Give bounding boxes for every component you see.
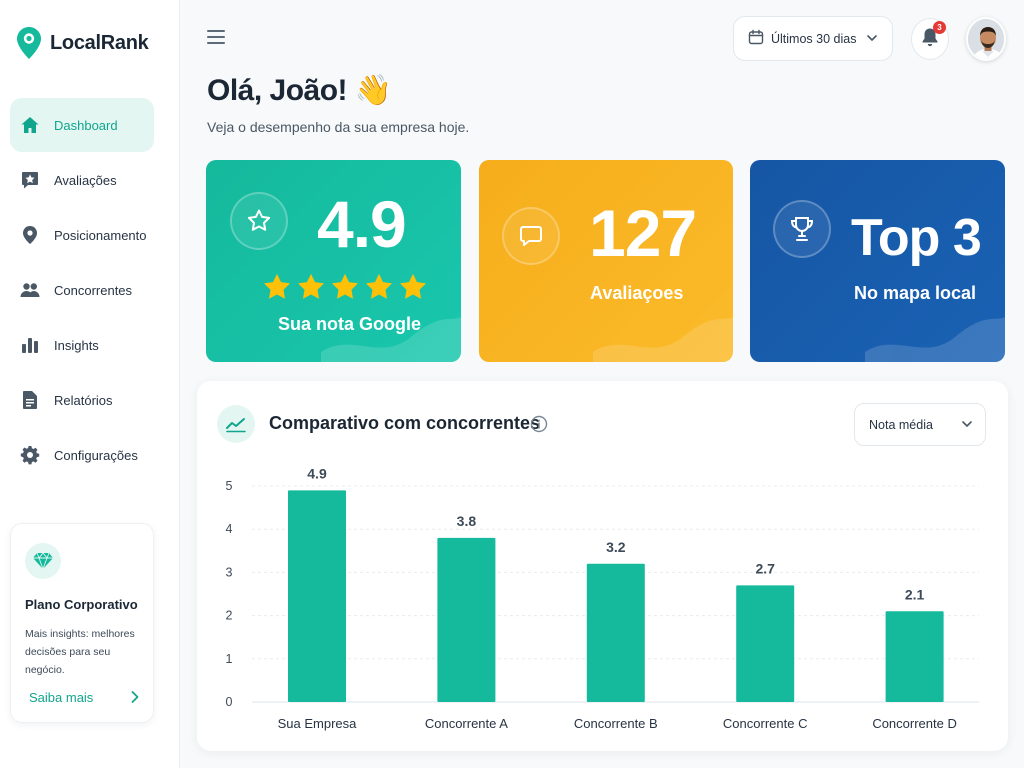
user-avatar-image (968, 19, 1004, 59)
metric-select-value: Nota média (869, 417, 933, 432)
users-icon (20, 280, 40, 300)
sidebar-item-label: Concorrentes (54, 282, 133, 298)
plan-card: Plano Corporativo Mais insights: melhore… (10, 523, 154, 723)
sidebar-item-configuracoes[interactable]: Configurações (10, 428, 154, 482)
bar (736, 585, 795, 702)
y-tick-label: 2 (226, 609, 233, 623)
page-title: Olá, João! 👋 (207, 74, 392, 107)
sidebar: LocalRank Dashboard Avaliações Posiciona… (0, 0, 180, 768)
decorative-wave (321, 317, 461, 362)
logo[interactable]: LocalRank (16, 26, 149, 60)
info-icon[interactable] (530, 415, 548, 438)
reviews-label: Avaliaçoes (590, 283, 684, 303)
y-tick-label: 0 (226, 695, 233, 709)
bar-value-label: 3.8 (457, 513, 477, 529)
date-range-select[interactable]: Últimos 30 dias (733, 16, 893, 61)
star-icon (264, 273, 290, 299)
trend-line-icon (217, 405, 255, 443)
rating-label: Sua nota Google (278, 314, 422, 334)
chevron-down-icon (866, 32, 878, 47)
learn-more-label: Saiba mais (29, 690, 94, 705)
home-icon (20, 115, 40, 135)
menu-line (207, 30, 225, 32)
learn-more-link[interactable]: Saiba mais (29, 690, 141, 707)
reviews-card: 127 Avaliaçoes (479, 160, 733, 362)
star-icon (332, 273, 358, 299)
chevron-right-icon (129, 690, 141, 707)
document-icon (20, 390, 40, 410)
star-outline-icon (230, 192, 288, 250)
sidebar-item-label: Dashboard (54, 117, 118, 133)
x-category-label: Sua Empresa (278, 716, 358, 731)
trophy-icon (773, 200, 831, 258)
ranking-label: No mapa local (854, 283, 977, 303)
decorative-wave (865, 317, 1005, 362)
ranking-card: Top 3 No mapa local (750, 160, 1005, 362)
bar-value-label: 2.7 (755, 560, 775, 576)
chat-bubble-icon (502, 207, 560, 265)
sidebar-item-concorrentes[interactable]: Concorrentes (10, 263, 154, 317)
decorative-wave (593, 317, 733, 362)
avatar[interactable] (966, 17, 1006, 61)
rating-value: 4.9 (317, 187, 407, 261)
sidebar-item-label: Configurações (54, 447, 138, 463)
star-icon (298, 273, 324, 299)
map-pin-logo-icon (17, 27, 41, 59)
gear-icon (20, 445, 40, 465)
x-category-label: Concorrente C (723, 716, 808, 731)
ranking-value: Top 3 (851, 209, 982, 267)
rating-card: 4.9 Sua nota Google (206, 160, 461, 362)
review-star-icon (20, 170, 40, 190)
sidebar-item-label: Insights (54, 337, 99, 353)
chevron-down-icon (961, 418, 973, 433)
sidebar-item-label: Relatórios (54, 392, 113, 408)
menu-line (207, 36, 225, 38)
y-tick-label: 5 (226, 479, 233, 493)
bar (885, 611, 944, 702)
x-category-label: Concorrente D (872, 716, 957, 731)
bar (437, 537, 496, 702)
comparison-chart-card: Comparativo com concorrentes Nota média … (197, 381, 1008, 751)
x-category-label: Concorrente A (425, 716, 508, 731)
bar-chart: 0 1 2 3 4 5 4.9 Sua Empresa 3.8 Concorrente A 3.2 C… (226, 465, 979, 731)
metric-select[interactable]: Nota média (854, 403, 986, 446)
sidebar-item-dashboard[interactable]: Dashboard (10, 98, 154, 152)
calendar-icon (748, 29, 764, 48)
map-pin-icon (20, 225, 40, 245)
sidebar-item-insights[interactable]: Insights (10, 318, 154, 372)
bar (288, 490, 346, 702)
date-range-value: Últimos 30 dias (771, 31, 857, 46)
star-icon (400, 273, 426, 299)
reviews-value: 127 (589, 196, 697, 270)
y-tick-label: 4 (226, 522, 233, 536)
rating-stars (262, 272, 428, 302)
chart-title: Comparativo com concorrentes (269, 413, 541, 433)
star-icon (366, 273, 392, 299)
bar-value-label: 3.2 (606, 539, 626, 555)
y-tick-label: 1 (226, 652, 233, 666)
bar (586, 563, 645, 702)
sidebar-nav: Dashboard Avaliações Posicionamento Conc… (10, 98, 154, 483)
menu-button[interactable] (207, 30, 225, 46)
bar-chart-icon (20, 335, 40, 355)
sidebar-item-posicionamento[interactable]: Posicionamento (10, 208, 154, 262)
diamond-icon (25, 543, 61, 579)
y-tick-label: 3 (226, 565, 233, 579)
bar-value-label: 2.1 (905, 586, 925, 602)
sidebar-item-label: Avaliações (54, 172, 117, 188)
bar-value-label: 4.9 (307, 465, 327, 481)
notifications-button[interactable]: 3 (911, 18, 949, 60)
page-subtitle: Veja o desempenho da sua empresa hoje. (207, 119, 470, 135)
x-category-label: Concorrente B (574, 716, 658, 731)
sidebar-item-relatorios[interactable]: Relatórios (10, 373, 154, 427)
plan-description: Mais insights: melhores decisões para se… (25, 628, 135, 676)
sidebar-item-avaliacoes[interactable]: Avaliações (10, 153, 154, 207)
app-name: LocalRank (50, 31, 149, 54)
notification-badge: 3 (933, 21, 946, 34)
menu-line (207, 42, 225, 44)
sidebar-item-label: Posicionamento (54, 227, 147, 243)
plan-title: Plano Corporativo (25, 597, 138, 612)
